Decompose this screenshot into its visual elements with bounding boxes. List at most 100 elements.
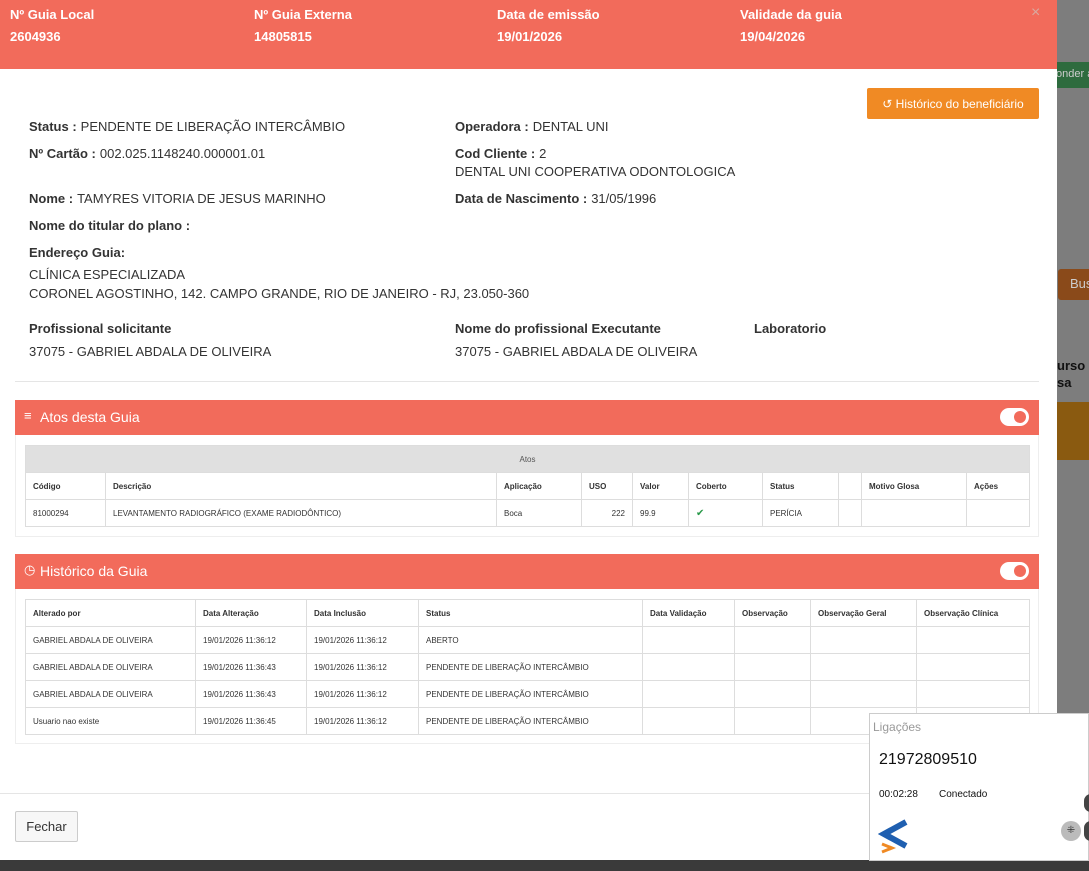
field-label: Laboratorio — [754, 321, 827, 336]
table-cell — [862, 500, 967, 527]
field-value: 2 — [539, 146, 547, 161]
section-panel — [15, 589, 1039, 744]
phone-number: 21972809510 — [879, 751, 977, 768]
table-cell: 99.9 — [633, 500, 689, 527]
table-cell: PENDENTE DE LIBERAÇÃO INTERCÂMBIO — [419, 654, 643, 681]
field-value: 31/05/1996 — [591, 191, 657, 206]
address-line: CLÍNICA ESPECIALIZADA — [29, 267, 186, 282]
field-label: Operadora : — [455, 119, 529, 134]
table-cell: PENDENTE DE LIBERAÇÃO INTERCÂMBIO — [419, 681, 643, 708]
header-label: Validade da guia — [740, 7, 842, 22]
table-cell — [643, 708, 735, 735]
bg-text: urso — [1057, 358, 1086, 373]
close-icon[interactable]: × — [1031, 4, 1041, 21]
column-header: Status — [763, 473, 839, 500]
table-cell: PERÍCIA — [763, 500, 839, 527]
table-cell — [643, 654, 735, 681]
modal-header: × Nº Guia Local 2604936 Nº Guia Externa 148… — [0, 0, 1057, 69]
field-label: Nº Cartão : — [29, 146, 96, 161]
bg-orange — [1057, 402, 1089, 460]
table-cell: LEVANTAMENTO RADIOGRÁFICO (EXAME RADIODÔ… — [106, 500, 497, 527]
table-cell — [811, 627, 917, 654]
bg-text: onder a — [1057, 68, 1089, 80]
history-button[interactable]: ↺ Histórico do beneficiário — [867, 88, 1039, 119]
column-header: Ações — [967, 473, 1030, 500]
field-label: Cod Cliente : — [455, 146, 536, 161]
header-label: Data de emissão — [497, 7, 600, 22]
table-cell: 81000294 — [26, 500, 106, 527]
footer-divider — [0, 793, 1057, 794]
field-label: Nome do titular do plano : — [29, 218, 191, 233]
table-cell — [811, 681, 917, 708]
field-value: 37075 - GABRIEL ABDALA DE OLIVEIRA — [455, 344, 698, 359]
column-header: USO — [582, 473, 633, 500]
column-header: Alterado por — [26, 600, 196, 627]
table-cell: 19/01/2026 11:36:12 — [307, 627, 419, 654]
table-cell: 19/01/2026 11:36:43 — [196, 681, 307, 708]
atos-table: Atos Código Descrição Aplicação USO Valor Cobe… — [25, 445, 1030, 527]
calls-title: Ligações — [873, 720, 922, 734]
column-header: Código — [26, 473, 106, 500]
table-cell: 19/01/2026 11:36:43 — [196, 654, 307, 681]
table-cell — [839, 500, 862, 527]
toggle[interactable] — [1000, 408, 1029, 426]
button-label: Histórico do beneficiário — [895, 96, 1024, 111]
column-header — [839, 473, 862, 500]
column-header: Motivo Glosa — [862, 473, 967, 500]
table-cell — [643, 627, 735, 654]
table-cell: 19/01/2026 11:36:12 — [307, 708, 419, 735]
toggle[interactable] — [1000, 562, 1029, 580]
table-cell: Usuario nao existe — [26, 708, 196, 735]
column-header: Data Inclusão — [307, 600, 419, 627]
bg-green-bar: onder a — [1057, 62, 1089, 88]
section-bar: ◷ Histórico da Guia — [15, 554, 1039, 589]
history-table: Alterado por Data Alteração Data Inclusão S… — [25, 599, 1030, 735]
calls-widget: Ligações 21972809510 00:02:28 Conectado … — [869, 713, 1089, 861]
field-label: Nome do profissional Executante — [455, 321, 661, 336]
table-cell — [735, 708, 811, 735]
column-header: Coberto — [689, 473, 763, 500]
section-title: Atos desta Guia — [40, 409, 140, 425]
field-label: Endereço Guia: — [29, 245, 126, 260]
call-state: Conectado — [939, 789, 988, 800]
section-bar: ≡ Atos desta Guia — [15, 400, 1039, 435]
divider — [15, 381, 1039, 382]
table-cell: 19/01/2026 11:36:12 — [307, 654, 419, 681]
table-cell — [643, 681, 735, 708]
table-caption: Atos — [26, 446, 1030, 473]
dialpad-button[interactable]: ⁜ — [1061, 821, 1081, 841]
table-cell — [735, 654, 811, 681]
field-value: 002.025.1148240.000001.01 — [99, 146, 266, 161]
close-button[interactable]: Fechar — [15, 811, 78, 842]
round-button[interactable] — [1084, 794, 1089, 812]
column-header: Valor — [633, 473, 689, 500]
column-header: Aplicação — [497, 473, 582, 500]
section-panel — [15, 435, 1039, 537]
round-button[interactable] — [1084, 821, 1089, 841]
column-header: Observação Geral — [811, 600, 917, 627]
field-value: DENTAL UNI — [532, 119, 609, 134]
header-value: 19/01/2026 — [497, 29, 563, 44]
column-header: Data Validação — [643, 600, 735, 627]
table-cell: GABRIEL ABDALA DE OLIVEIRA — [26, 654, 196, 681]
table-cell — [917, 627, 1030, 654]
table-cell: GABRIEL ABDALA DE OLIVEIRA — [26, 627, 196, 654]
logo — [878, 819, 908, 854]
header-value: 14805815 — [254, 29, 312, 44]
field-label: Data de Nascimento : — [455, 191, 588, 206]
section-title: Histórico da Guia — [40, 563, 148, 579]
column-header: Data Alteração — [196, 600, 307, 627]
table-cell — [967, 500, 1030, 527]
table-cell — [917, 681, 1030, 708]
table-cell: PENDENTE DE LIBERAÇÃO INTERCÂMBIO — [419, 708, 643, 735]
bg-text: sa — [1057, 375, 1072, 390]
details: Status : PENDENTE DE LIBERAÇÃO INTERCÂMBI… — [0, 0, 1057, 380]
column-header: Status — [419, 600, 643, 627]
button-label: Fechar — [26, 819, 67, 834]
table-cell — [735, 681, 811, 708]
field-value: DENTAL UNI COOPERATIVA ODONTOLOGICA — [455, 164, 736, 179]
column-header: Observação — [735, 600, 811, 627]
column-header: Observação Clínica — [917, 600, 1030, 627]
field-value: 37075 - GABRIEL ABDALA DE OLIVEIRA — [29, 344, 272, 359]
